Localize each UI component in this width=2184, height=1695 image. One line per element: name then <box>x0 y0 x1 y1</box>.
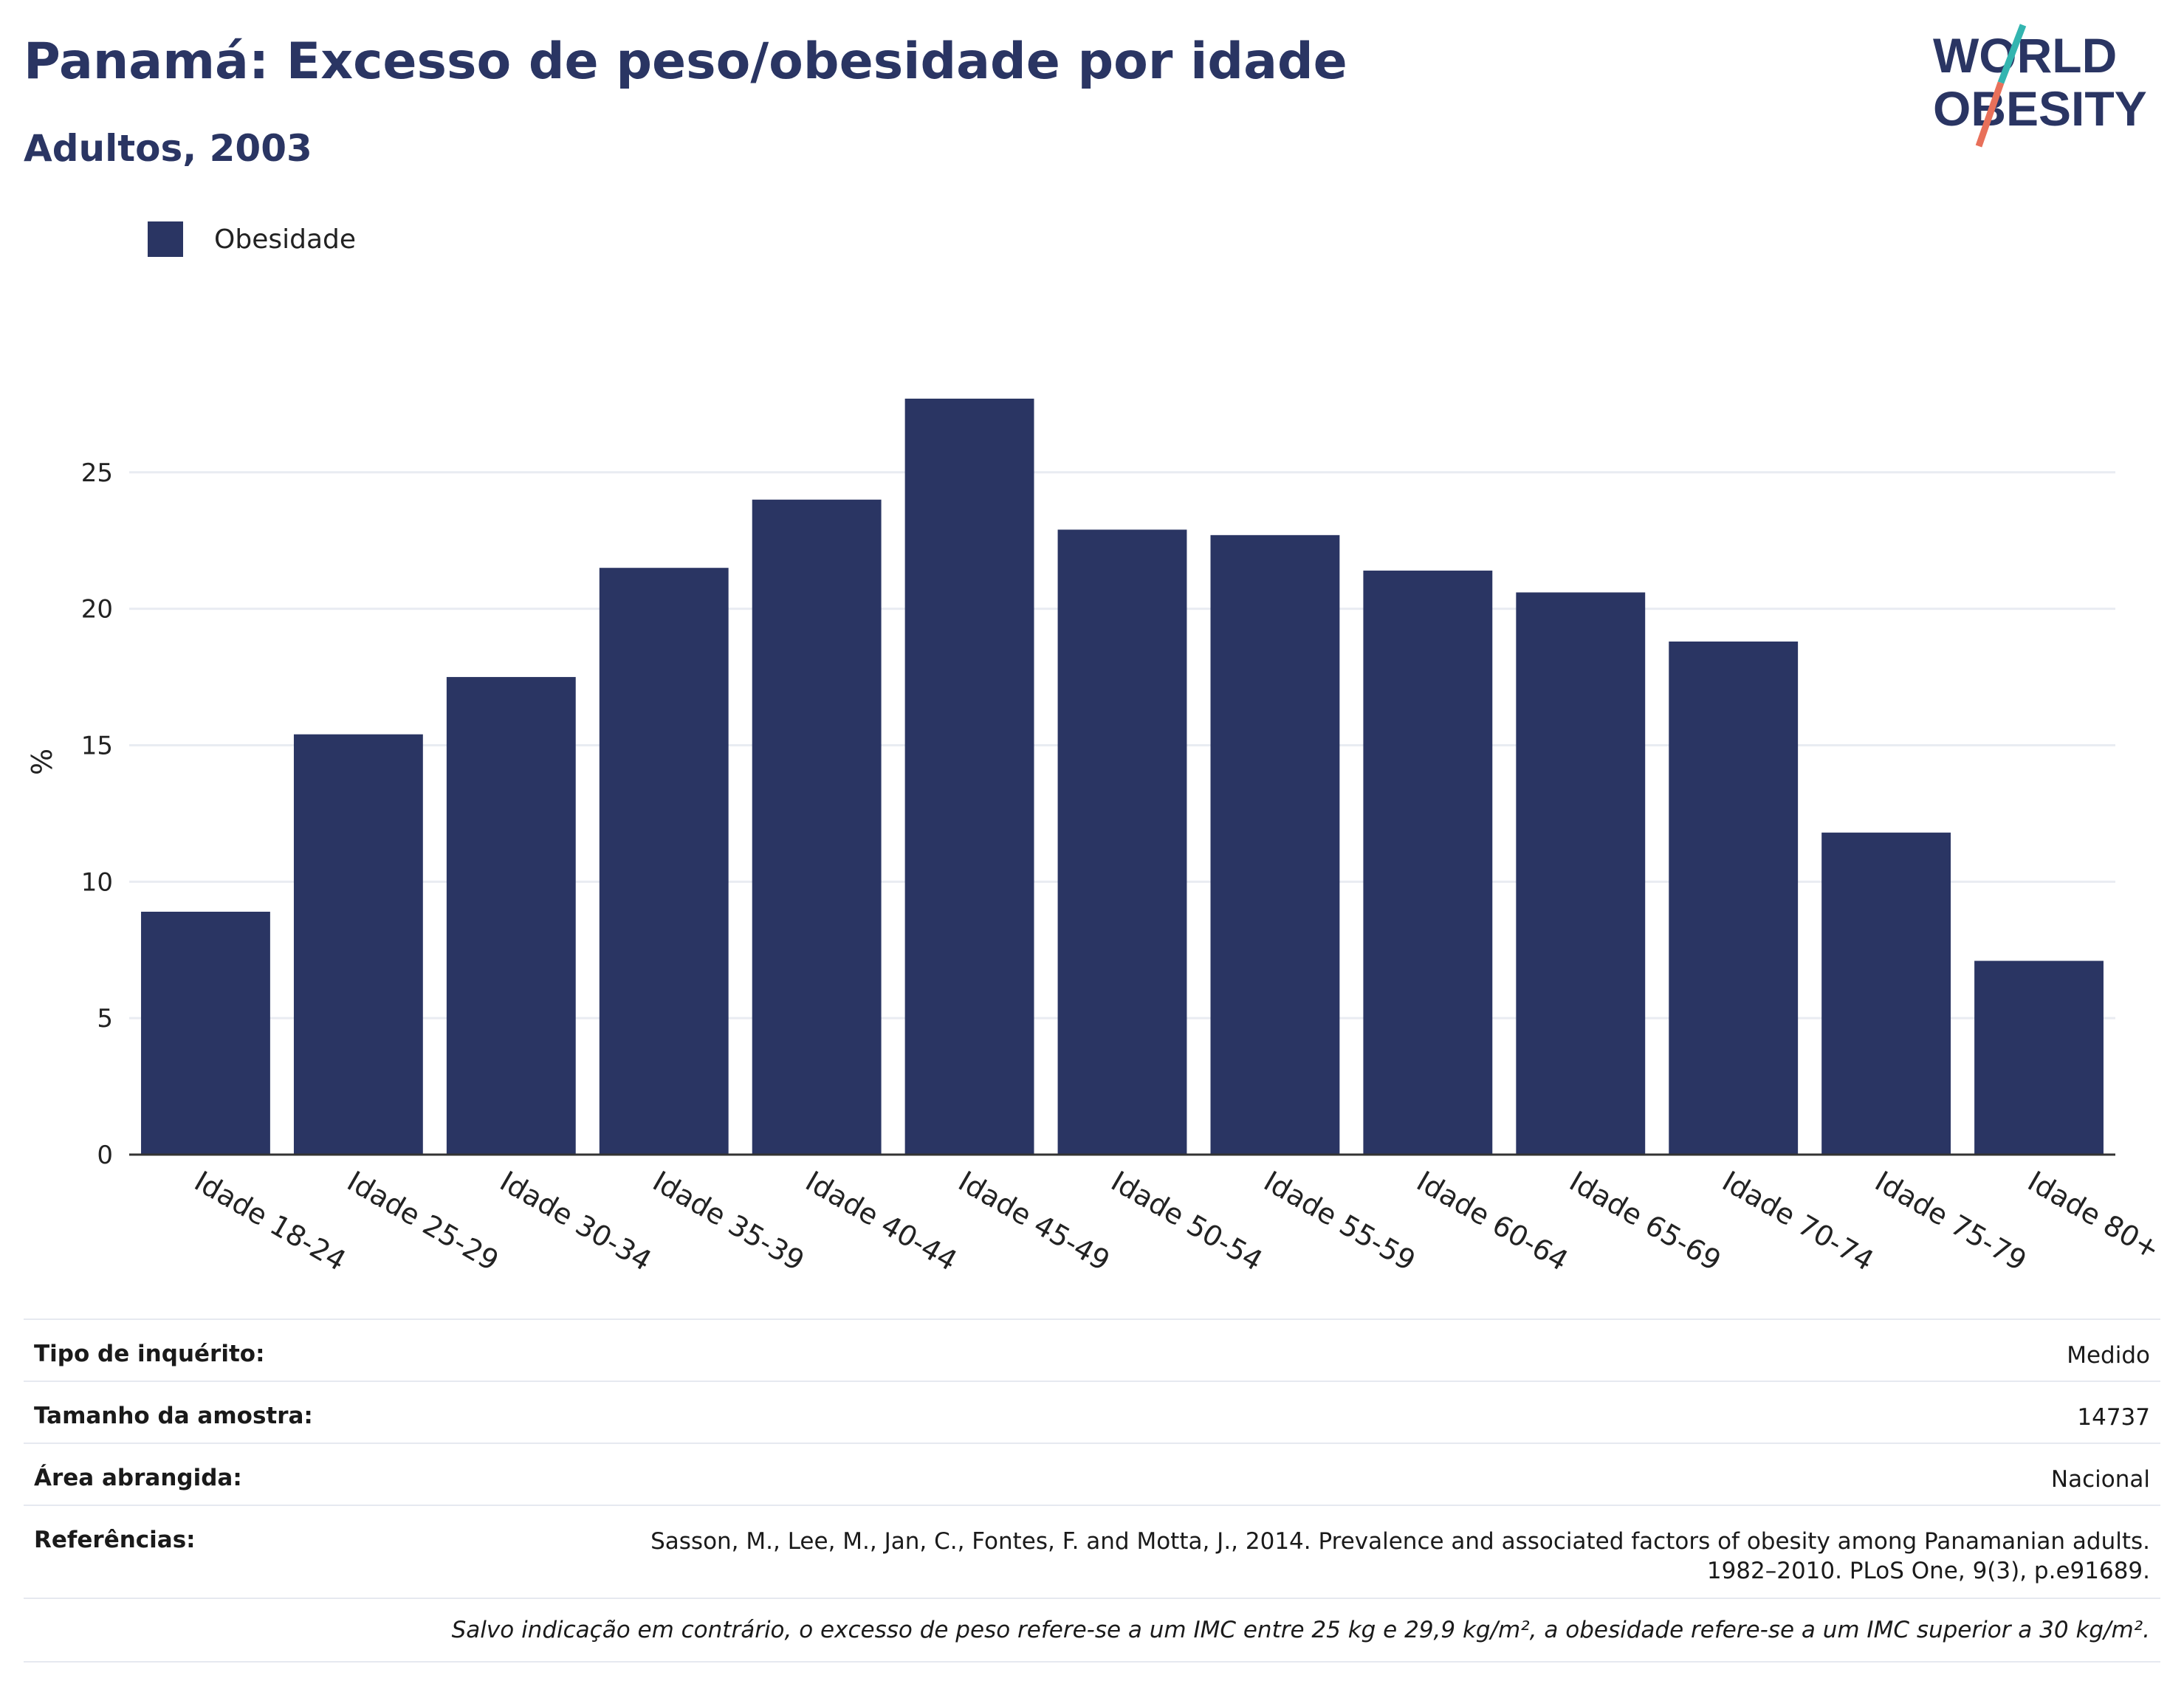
world-obesity-logo: WORLD OBESITY <box>1933 24 2147 148</box>
bar <box>752 499 882 1155</box>
info-row-survey-type: Tipo de inquérito: Medido <box>24 1318 2160 1381</box>
info-row-sample-size: Tamanho da amostra: 14737 <box>24 1381 2160 1443</box>
bar <box>599 568 729 1155</box>
bar <box>1057 529 1187 1155</box>
x-tick-label: Idade 65-69 <box>1564 1165 1726 1277</box>
x-tick-label: Idade 75-79 <box>1869 1165 2032 1277</box>
info-key: Tamanho da amostra: <box>34 1403 313 1429</box>
reference-line-2: 1982–2010. PLoS One, 9(3), p.e91689. <box>1706 1558 2150 1584</box>
x-tick-label: Idade 60-64 <box>1411 1165 1573 1277</box>
bar <box>904 399 1034 1155</box>
info-row-area: Área abrangida: Nacional <box>24 1443 2160 1505</box>
x-tick-label: Idade 30-34 <box>495 1165 657 1277</box>
x-tick-label: Idade 18-24 <box>189 1165 351 1277</box>
survey-info-table: Tipo de inquérito: Medido Tamanho da amo… <box>24 1318 2160 1663</box>
info-key: Referências: <box>34 1527 196 1553</box>
y-tick-label: 10 <box>81 867 113 897</box>
bar <box>1516 592 1646 1155</box>
info-value: Nacional <box>2050 1466 2150 1493</box>
info-value: Medido <box>2067 1342 2150 1369</box>
y-tick-label: 20 <box>81 595 113 625</box>
y-axis-title: % <box>26 749 58 775</box>
logo-slash-coral <box>1975 81 2005 148</box>
legend-swatch <box>148 221 183 257</box>
info-value: Sasson, M., Lee, M., Jan, C., Fontes, F.… <box>650 1527 2150 1586</box>
logo-line1: WORLD <box>1933 28 2117 83</box>
y-tick-label: 0 <box>97 1141 113 1170</box>
logo-slash-teal <box>1997 24 2027 84</box>
x-tick-label: Idade 80+ <box>2022 1165 2166 1266</box>
x-tick-label: Idade 45-49 <box>953 1165 1116 1277</box>
bar <box>1363 570 1493 1155</box>
chart-title: Panamá: Excesso de peso/obesidade por id… <box>24 32 1347 91</box>
info-value: 14737 <box>2077 1404 2150 1431</box>
x-tick-label: Idade 50-54 <box>1106 1165 1268 1277</box>
legend-label: Obesidade <box>214 224 357 255</box>
bar <box>1974 960 2104 1155</box>
x-tick-label: Idade 55-59 <box>1258 1165 1421 1277</box>
y-tick-label: 15 <box>81 731 113 760</box>
bar <box>446 677 576 1155</box>
bar <box>141 911 270 1155</box>
x-tick-label: Idade 25-29 <box>342 1165 504 1277</box>
info-key: Área abrangida: <box>34 1465 242 1491</box>
bar <box>1669 642 1799 1155</box>
bar <box>1821 832 1951 1155</box>
x-tick-label: Idade 35-39 <box>648 1165 810 1277</box>
chart-subtitle: Adultos, 2003 <box>24 127 312 170</box>
y-tick-label: 5 <box>97 1004 113 1034</box>
definition-note: Salvo indicação em contrário, o excesso … <box>24 1598 2160 1663</box>
x-tick-label: Idade 70-74 <box>1717 1165 1879 1277</box>
legend: Obesidade <box>148 221 356 257</box>
info-key: Tipo de inquérito: <box>34 1341 265 1367</box>
x-tick-label: Idade 40-44 <box>800 1165 963 1277</box>
y-tick-label: 25 <box>81 458 113 488</box>
reference-line-1: Sasson, M., Lee, M., Jan, C., Fontes, F.… <box>650 1528 2150 1555</box>
bar <box>1210 534 1340 1155</box>
info-row-references: Referências: Sasson, M., Lee, M., Jan, C… <box>24 1505 2160 1598</box>
bar <box>293 734 423 1155</box>
logo-line2: OBESITY <box>1933 81 2147 136</box>
